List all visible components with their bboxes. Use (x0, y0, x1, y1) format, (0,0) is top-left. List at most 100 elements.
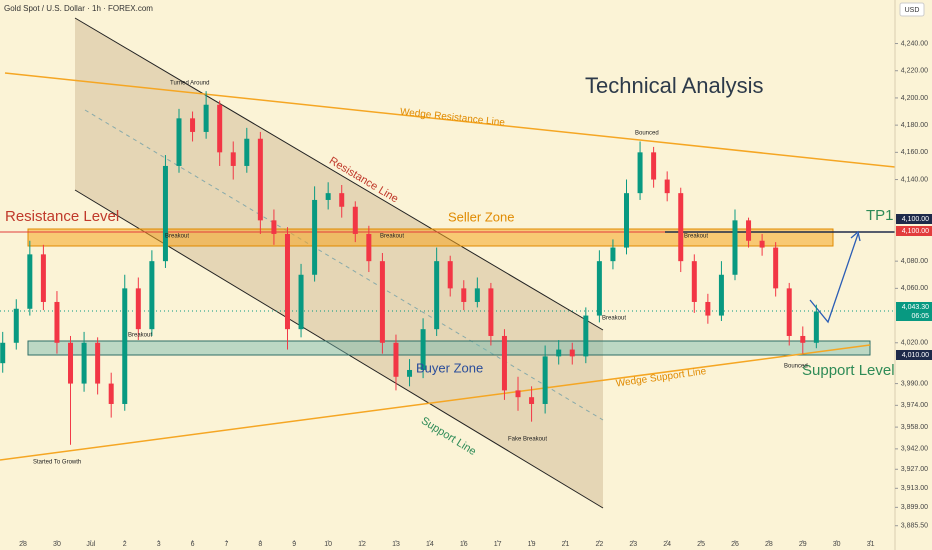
candle-body (651, 152, 657, 180)
candle-body (461, 288, 467, 302)
y-tick-label: 3,974.00 (901, 402, 928, 409)
candle-body (813, 311, 819, 343)
y-tick-label: 4,140.00 (901, 176, 928, 183)
candle-body (27, 254, 33, 309)
x-tick-label: 14 (426, 541, 434, 548)
candle-body (13, 308, 19, 343)
candle-body (624, 193, 629, 248)
x-tick-label: 7 (225, 541, 229, 548)
candle-body (800, 335, 806, 343)
candle-body (379, 261, 385, 343)
x-tick-label: 28 (765, 541, 773, 548)
x-tick-label: 24 (663, 541, 671, 548)
seller-zone (27, 228, 834, 247)
candle-body (569, 349, 575, 357)
candle-body (298, 274, 304, 330)
wedge-resistance (4, 72, 896, 168)
x-tick-label: 16 (460, 541, 468, 548)
candle-body (257, 138, 263, 221)
candle-body (556, 349, 562, 357)
candle-body (610, 247, 616, 262)
x-tick-label: 26 (731, 541, 739, 548)
annotation: Started To Growth (33, 460, 81, 466)
currency-box (899, 2, 925, 17)
x-tick-label: 19 (528, 541, 536, 548)
candle-body (407, 369, 413, 377)
candle-body (40, 254, 46, 302)
annotation: Seller Zone (448, 209, 514, 224)
annotation: Breakout (380, 234, 404, 240)
candle-body (678, 193, 684, 262)
price-badge (896, 226, 932, 236)
x-tick-label: 12 (358, 541, 366, 548)
candle-body (312, 199, 318, 275)
y-tick-label: 3,927.00 (901, 466, 928, 473)
y-tick-label: 4,240.00 (901, 40, 928, 47)
x-tick-label: 9 (292, 541, 296, 548)
x-tick-label: 21 (562, 541, 570, 548)
candle-body (217, 104, 223, 153)
candle-body (474, 288, 480, 302)
price-badge (896, 350, 932, 360)
price-label: 4,100.00 (902, 216, 929, 223)
candle-body (434, 261, 440, 330)
x-tick-label: 30 (833, 541, 841, 548)
arrow-head (850, 230, 861, 242)
candle-body (325, 193, 331, 200)
candle-body (542, 356, 548, 404)
price-badge (896, 214, 932, 224)
candle-body (271, 220, 277, 234)
candle-body (68, 342, 74, 384)
candle-body (81, 342, 87, 384)
x-tick-label: 22 (595, 541, 603, 548)
wedge-support (0, 344, 871, 461)
candle-body (54, 301, 60, 343)
annotation: Buyer Zone (416, 360, 483, 375)
x-tick-label: 25 (697, 541, 705, 548)
candle-body (244, 138, 250, 166)
candle-body (108, 383, 114, 404)
price-badge (896, 302, 932, 312)
candle-body (515, 390, 521, 398)
y-tick-label: 4,080.00 (901, 258, 928, 265)
candle-body (732, 220, 738, 275)
annotation: Bounced (784, 364, 808, 370)
y-tick-label: 4,200.00 (901, 95, 928, 102)
x-tick-label: 23 (629, 541, 637, 548)
candle-body (718, 274, 724, 316)
annotation: Fake Breakout (508, 437, 547, 443)
candle-body (190, 118, 196, 132)
price-badge (896, 311, 932, 321)
y-tick-label: 4,160.00 (901, 149, 928, 156)
candle-body (420, 329, 426, 370)
candle-body (203, 104, 209, 132)
price-label: 4,043.30 (902, 304, 929, 311)
y-tick-label: 4,220.00 (901, 68, 928, 75)
y-tick-label: 4,020.00 (901, 340, 928, 347)
y-tick-label: 3,913.00 (901, 485, 928, 492)
title: Gold Spot / U.S. Dollar · 1h · FOREX.com (4, 4, 153, 13)
channel-fill (75, 18, 603, 508)
candle-body (162, 165, 168, 262)
candle-body (176, 118, 182, 166)
y-tick-label: 3,899.00 (901, 504, 928, 511)
annotation: Bounced (635, 131, 659, 137)
candle-body (705, 301, 711, 316)
y-tick-label: 4,180.00 (901, 122, 928, 129)
candle-body (596, 261, 602, 316)
y-tick-label: 3,958.00 (901, 424, 928, 431)
price-label: 4,010.00 (902, 352, 929, 359)
candle-body (501, 335, 507, 391)
candle-body (352, 206, 358, 234)
x-tick-label: Jul (86, 541, 95, 548)
annotation: Support Level (802, 362, 895, 379)
candle-body (122, 288, 128, 404)
candle-body (0, 342, 6, 364)
annotation: Turned Around (170, 81, 209, 87)
annotation: Resistance Level (5, 208, 119, 225)
candle-body (149, 261, 155, 330)
candle-body (746, 220, 752, 241)
candle-body (366, 233, 372, 262)
x-tick-label: 10 (324, 541, 332, 548)
price-label: 4,100.00 (902, 228, 929, 235)
